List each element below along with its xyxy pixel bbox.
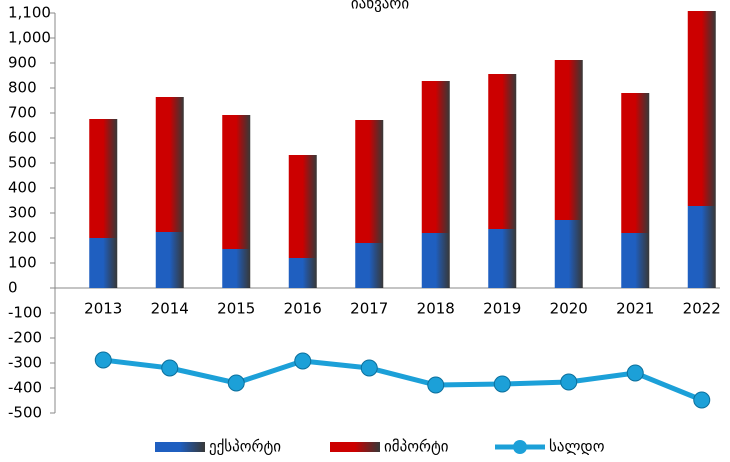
x-tick-label: 2021 xyxy=(616,300,654,318)
bar xyxy=(288,258,317,288)
line-marker xyxy=(360,359,378,377)
line-marker xyxy=(693,391,711,409)
x-tick-label: 2020 xyxy=(550,300,588,318)
line-marker xyxy=(294,352,312,370)
x-tick-label: 2016 xyxy=(284,300,322,318)
chart-title: იანვარი xyxy=(351,0,409,13)
bar xyxy=(155,97,184,232)
bar xyxy=(222,249,251,288)
x-tick-label: 2019 xyxy=(483,300,521,318)
y-tick-label: 700 xyxy=(8,104,37,122)
bar xyxy=(421,81,450,233)
bar xyxy=(89,119,118,238)
y-tick-label: -200 xyxy=(8,329,42,347)
bar xyxy=(222,115,251,249)
x-tick-label: 2013 xyxy=(84,300,122,318)
y-tick-label: -100 xyxy=(8,304,42,322)
y-tick-label: 100 xyxy=(8,254,37,272)
legend-label: ექსპორტი xyxy=(209,438,281,456)
bar xyxy=(288,155,317,258)
line-marker xyxy=(427,376,445,394)
bar xyxy=(355,120,384,243)
x-tick-label: 2018 xyxy=(417,300,455,318)
y-tick-label: 300 xyxy=(8,204,37,222)
x-tick-label: 2015 xyxy=(217,300,255,318)
bar xyxy=(621,233,650,288)
legend-swatch xyxy=(155,442,205,452)
bar xyxy=(554,220,583,288)
bar xyxy=(355,243,384,288)
bar xyxy=(554,60,583,220)
line-marker xyxy=(161,359,179,377)
line-marker xyxy=(493,375,511,393)
legend-label: იმპორტი xyxy=(384,438,449,456)
bar xyxy=(421,233,450,288)
y-tick-label: 1,100 xyxy=(8,4,51,22)
y-tick-label: -500 xyxy=(8,404,42,422)
x-tick-label: 2017 xyxy=(350,300,388,318)
bar xyxy=(687,206,716,288)
line-marker xyxy=(560,373,578,391)
bar xyxy=(687,11,716,206)
x-tick-label: 2014 xyxy=(151,300,189,318)
y-tick-label: 200 xyxy=(8,229,37,247)
bar xyxy=(155,232,184,288)
y-tick-label: 900 xyxy=(8,54,37,72)
y-tick-label: -400 xyxy=(8,379,42,397)
bar xyxy=(621,93,650,233)
y-tick-label: 600 xyxy=(8,129,37,147)
legend-label: სალდო xyxy=(549,438,605,456)
line-marker xyxy=(626,364,644,382)
y-tick-label: 0 xyxy=(8,279,18,297)
bar xyxy=(488,74,517,229)
y-tick-label: 800 xyxy=(8,79,37,97)
bar xyxy=(89,238,118,288)
line xyxy=(102,357,703,403)
bar xyxy=(488,229,517,288)
y-tick-label: -300 xyxy=(8,354,42,372)
y-tick-label: 1,000 xyxy=(8,29,51,47)
y-tick-label: 500 xyxy=(8,154,37,172)
y-tick-label: 400 xyxy=(8,179,37,197)
line-marker xyxy=(227,374,245,392)
x-tick-label: 2022 xyxy=(683,300,721,318)
line-marker xyxy=(94,351,112,369)
legend-swatch xyxy=(330,442,380,452)
legend-swatch xyxy=(513,440,527,454)
